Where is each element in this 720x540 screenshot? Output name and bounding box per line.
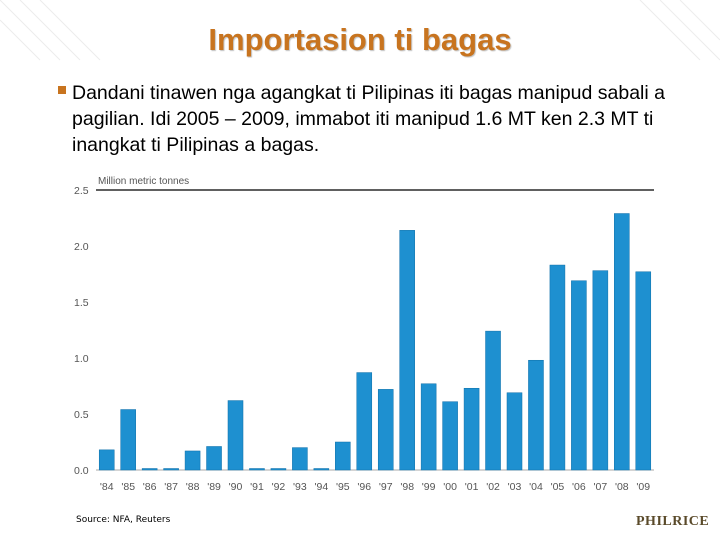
- y-axis-label: Million metric tonnes: [98, 176, 189, 187]
- bar: [120, 409, 136, 471]
- bar: [635, 271, 652, 471]
- bar: [463, 387, 480, 471]
- x-tick-label: '98: [400, 481, 414, 493]
- bar: [506, 392, 523, 471]
- y-tick-label: 1.5: [74, 297, 89, 309]
- bar: [206, 446, 222, 471]
- rice-import-bar-chart: Million metric tonnes 0.0 0.5 1.0 1.5 2.0 2.5 '…: [74, 176, 654, 493]
- x-tick-label: '94: [315, 481, 329, 493]
- logo-text: PHILRICE: [636, 514, 710, 529]
- bar: [184, 450, 201, 471]
- bullet-square-icon: [58, 86, 66, 94]
- source-note: Source: NFA, Reuters: [76, 515, 171, 525]
- x-tick-label: '02: [486, 481, 500, 493]
- x-tick-label: '86: [143, 481, 157, 493]
- bar: [141, 468, 158, 471]
- x-tick-label: '06: [572, 481, 586, 493]
- bullet-text: Dandani tinawen nga agangkat ti Pilipina…: [72, 82, 665, 156]
- x-tick-label: '08: [615, 481, 629, 493]
- philrice-logo: PHILRICE: [636, 512, 712, 536]
- x-tick-label: '03: [508, 481, 522, 493]
- x-tick-label: '87: [164, 481, 178, 493]
- bar: [377, 389, 394, 471]
- x-tick-label: '96: [357, 481, 371, 493]
- bar: [592, 270, 609, 471]
- bar: [485, 330, 501, 471]
- bar: [98, 449, 115, 471]
- x-tick-label: '89: [207, 481, 221, 493]
- x-tick-label: '95: [336, 481, 350, 493]
- y-tick-label: 0.0: [74, 465, 89, 477]
- x-tick-label: '09: [636, 481, 650, 493]
- bar: [528, 359, 544, 471]
- bar: [335, 441, 351, 471]
- bar: [571, 280, 587, 471]
- x-tick-label: '93: [293, 481, 307, 493]
- bar: [549, 264, 566, 471]
- x-tick-label: '90: [229, 481, 243, 493]
- x-tick-label: '05: [551, 481, 565, 493]
- bar: [227, 400, 244, 471]
- x-tick-label: '92: [272, 481, 286, 493]
- x-tick-label: '84: [100, 481, 114, 493]
- bar: [420, 383, 437, 471]
- x-tick-label: '01: [465, 481, 479, 493]
- y-tick-label: 1.0: [74, 353, 89, 365]
- bar: [270, 468, 287, 471]
- slide-title: Importasion ti bagas: [208, 22, 512, 57]
- bar: [442, 401, 458, 471]
- x-tick-label: '00: [443, 481, 457, 493]
- bar: [356, 372, 373, 471]
- x-tick-label: '85: [121, 481, 135, 493]
- bar: [292, 447, 308, 471]
- y-tick-label: 2.5: [74, 185, 89, 197]
- bar: [249, 468, 265, 471]
- x-tick-label: '97: [379, 481, 393, 493]
- x-tick-label: '04: [529, 481, 543, 493]
- x-tick-label: '91: [250, 481, 264, 493]
- x-tick-label: '88: [186, 481, 200, 493]
- bar: [399, 230, 415, 471]
- y-tick-label: 2.0: [74, 241, 89, 253]
- x-tick-label: '99: [422, 481, 436, 493]
- x-tick-label: '07: [594, 481, 608, 493]
- bar: [313, 468, 330, 471]
- y-tick-label: 0.5: [74, 409, 89, 421]
- bar: [614, 213, 630, 471]
- bar: [163, 468, 179, 471]
